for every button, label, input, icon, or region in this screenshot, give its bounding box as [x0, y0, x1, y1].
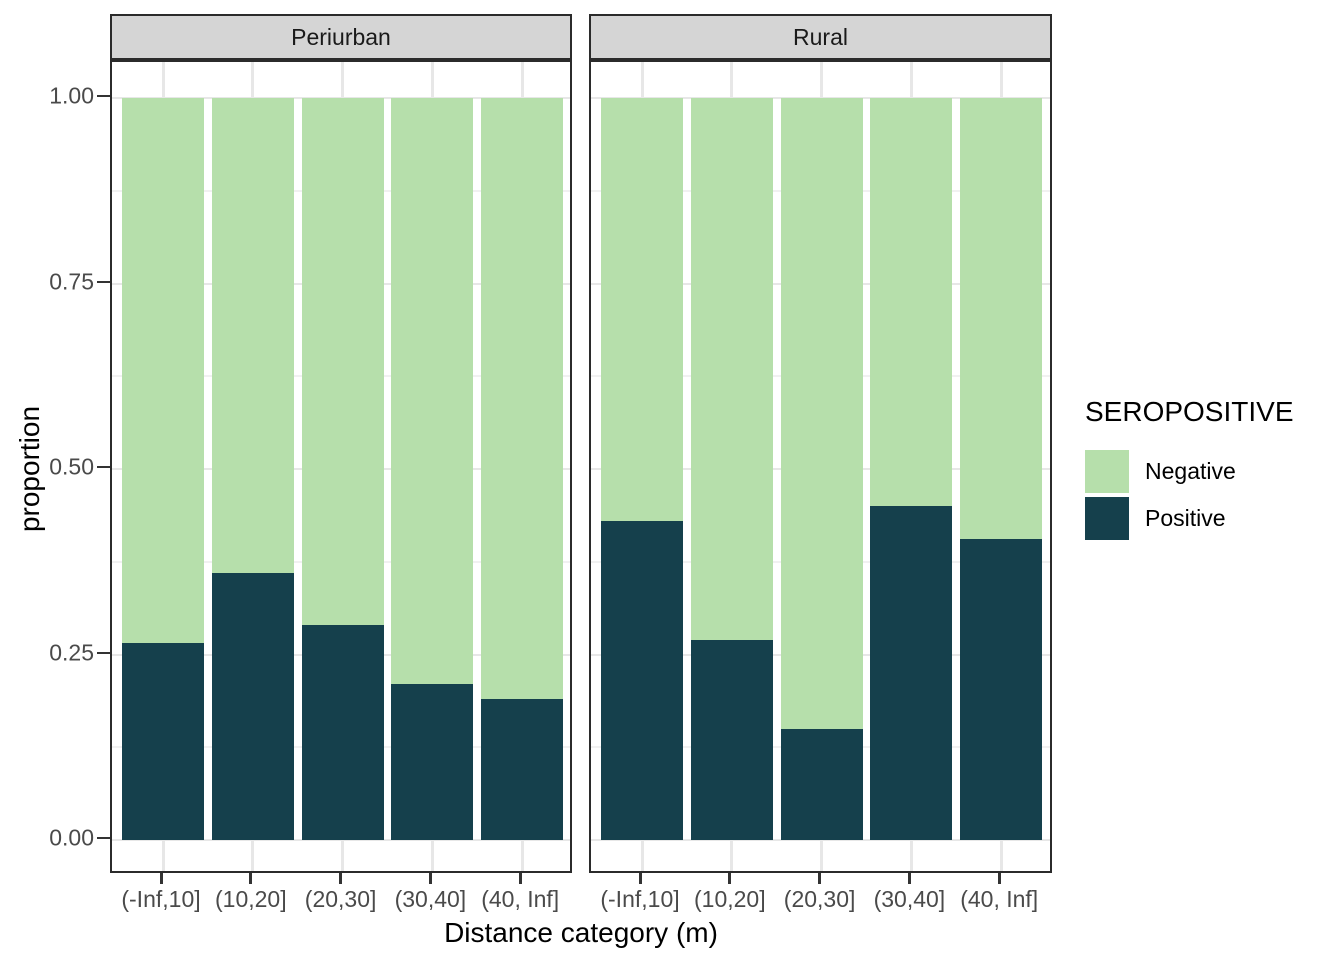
bar-segment-positive [780, 728, 863, 840]
bar-segment-positive [690, 639, 773, 840]
y-tick-mark [97, 466, 110, 468]
x-tick-label: (10,20] [693, 886, 766, 912]
x-tick-label: (20,30] [304, 886, 377, 912]
bar-segment-negative [301, 98, 384, 625]
gridline-major [112, 839, 570, 841]
y-tick-mark [97, 837, 110, 839]
x-tick-mark [249, 873, 253, 884]
y-tick-label: 0.00 [49, 824, 94, 851]
x-tick-mark [638, 873, 642, 884]
y-tick-mark [97, 651, 110, 654]
y-tick-label: 1.00 [49, 82, 94, 109]
negative-swatch-icon [1085, 450, 1129, 493]
x-axis-title: Distance category (m) [444, 917, 718, 948]
bar-segment-negative [960, 98, 1043, 540]
bar-segment-positive [391, 684, 474, 840]
y-tick-mark [97, 280, 110, 283]
bar-segment-negative [211, 98, 294, 573]
x-tick-mark [997, 873, 1001, 884]
facet-strip-label: Rural [793, 23, 848, 50]
y-tick-label: 0.50 [49, 453, 94, 480]
x-tick-label: (-Inf,10] [600, 886, 680, 912]
x-tick-label: (30,40] [873, 886, 946, 912]
x-tick-label: (40, Inf] [960, 886, 1039, 912]
bar-segment-positive [870, 506, 953, 840]
y-tick-mark [97, 95, 110, 97]
legend: SEROPOSITIVE Negative Positive [1085, 396, 1294, 544]
bar-segment-negative [780, 98, 863, 729]
x-tick-mark [518, 873, 522, 884]
facet-panel-rural [589, 60, 1052, 873]
legend-item-positive: Positive [1085, 497, 1294, 540]
x-tick-mark [428, 873, 432, 884]
legend-label: Positive [1145, 505, 1226, 531]
x-tick-label: (40, Inf] [481, 886, 560, 912]
bar-segment-negative [122, 98, 204, 644]
facet-strip-periurban: Periurban [110, 14, 572, 60]
x-tick-mark [339, 873, 343, 884]
x-tick-label: (30,40] [394, 886, 467, 912]
legend-item-negative: Negative [1085, 450, 1294, 493]
x-tick-label: (10,20] [214, 886, 287, 912]
bar-segment-negative [391, 98, 474, 685]
x-tick-mark [728, 873, 732, 884]
x-tick-mark [818, 873, 822, 884]
legend-title: SEROPOSITIVE [1085, 396, 1294, 427]
bar-segment-positive [601, 520, 683, 840]
facet-strip-rural: Rural [589, 14, 1052, 60]
positive-swatch-icon [1085, 497, 1129, 540]
bar-segment-negative [481, 98, 564, 700]
bar-segment-negative [870, 98, 953, 507]
bar-segment-positive [481, 699, 564, 840]
y-tick-label: 0.75 [49, 268, 94, 294]
x-tick-label: (-Inf,10] [121, 886, 201, 912]
legend-label: Negative [1145, 458, 1236, 484]
facet-panel-periurban [110, 60, 572, 873]
bar-segment-positive [960, 539, 1043, 840]
bar-segment-positive [301, 624, 384, 840]
x-tick-label: (20,30] [783, 886, 856, 912]
bar-segment-positive [211, 572, 294, 840]
facet-strip-label: Periurban [291, 23, 391, 50]
y-tick-label: 0.25 [49, 639, 94, 665]
bar-segment-positive [122, 643, 204, 840]
x-tick-mark [159, 873, 163, 884]
x-tick-mark [907, 873, 911, 884]
bar-segment-negative [601, 98, 683, 521]
bar-segment-negative [690, 98, 773, 640]
